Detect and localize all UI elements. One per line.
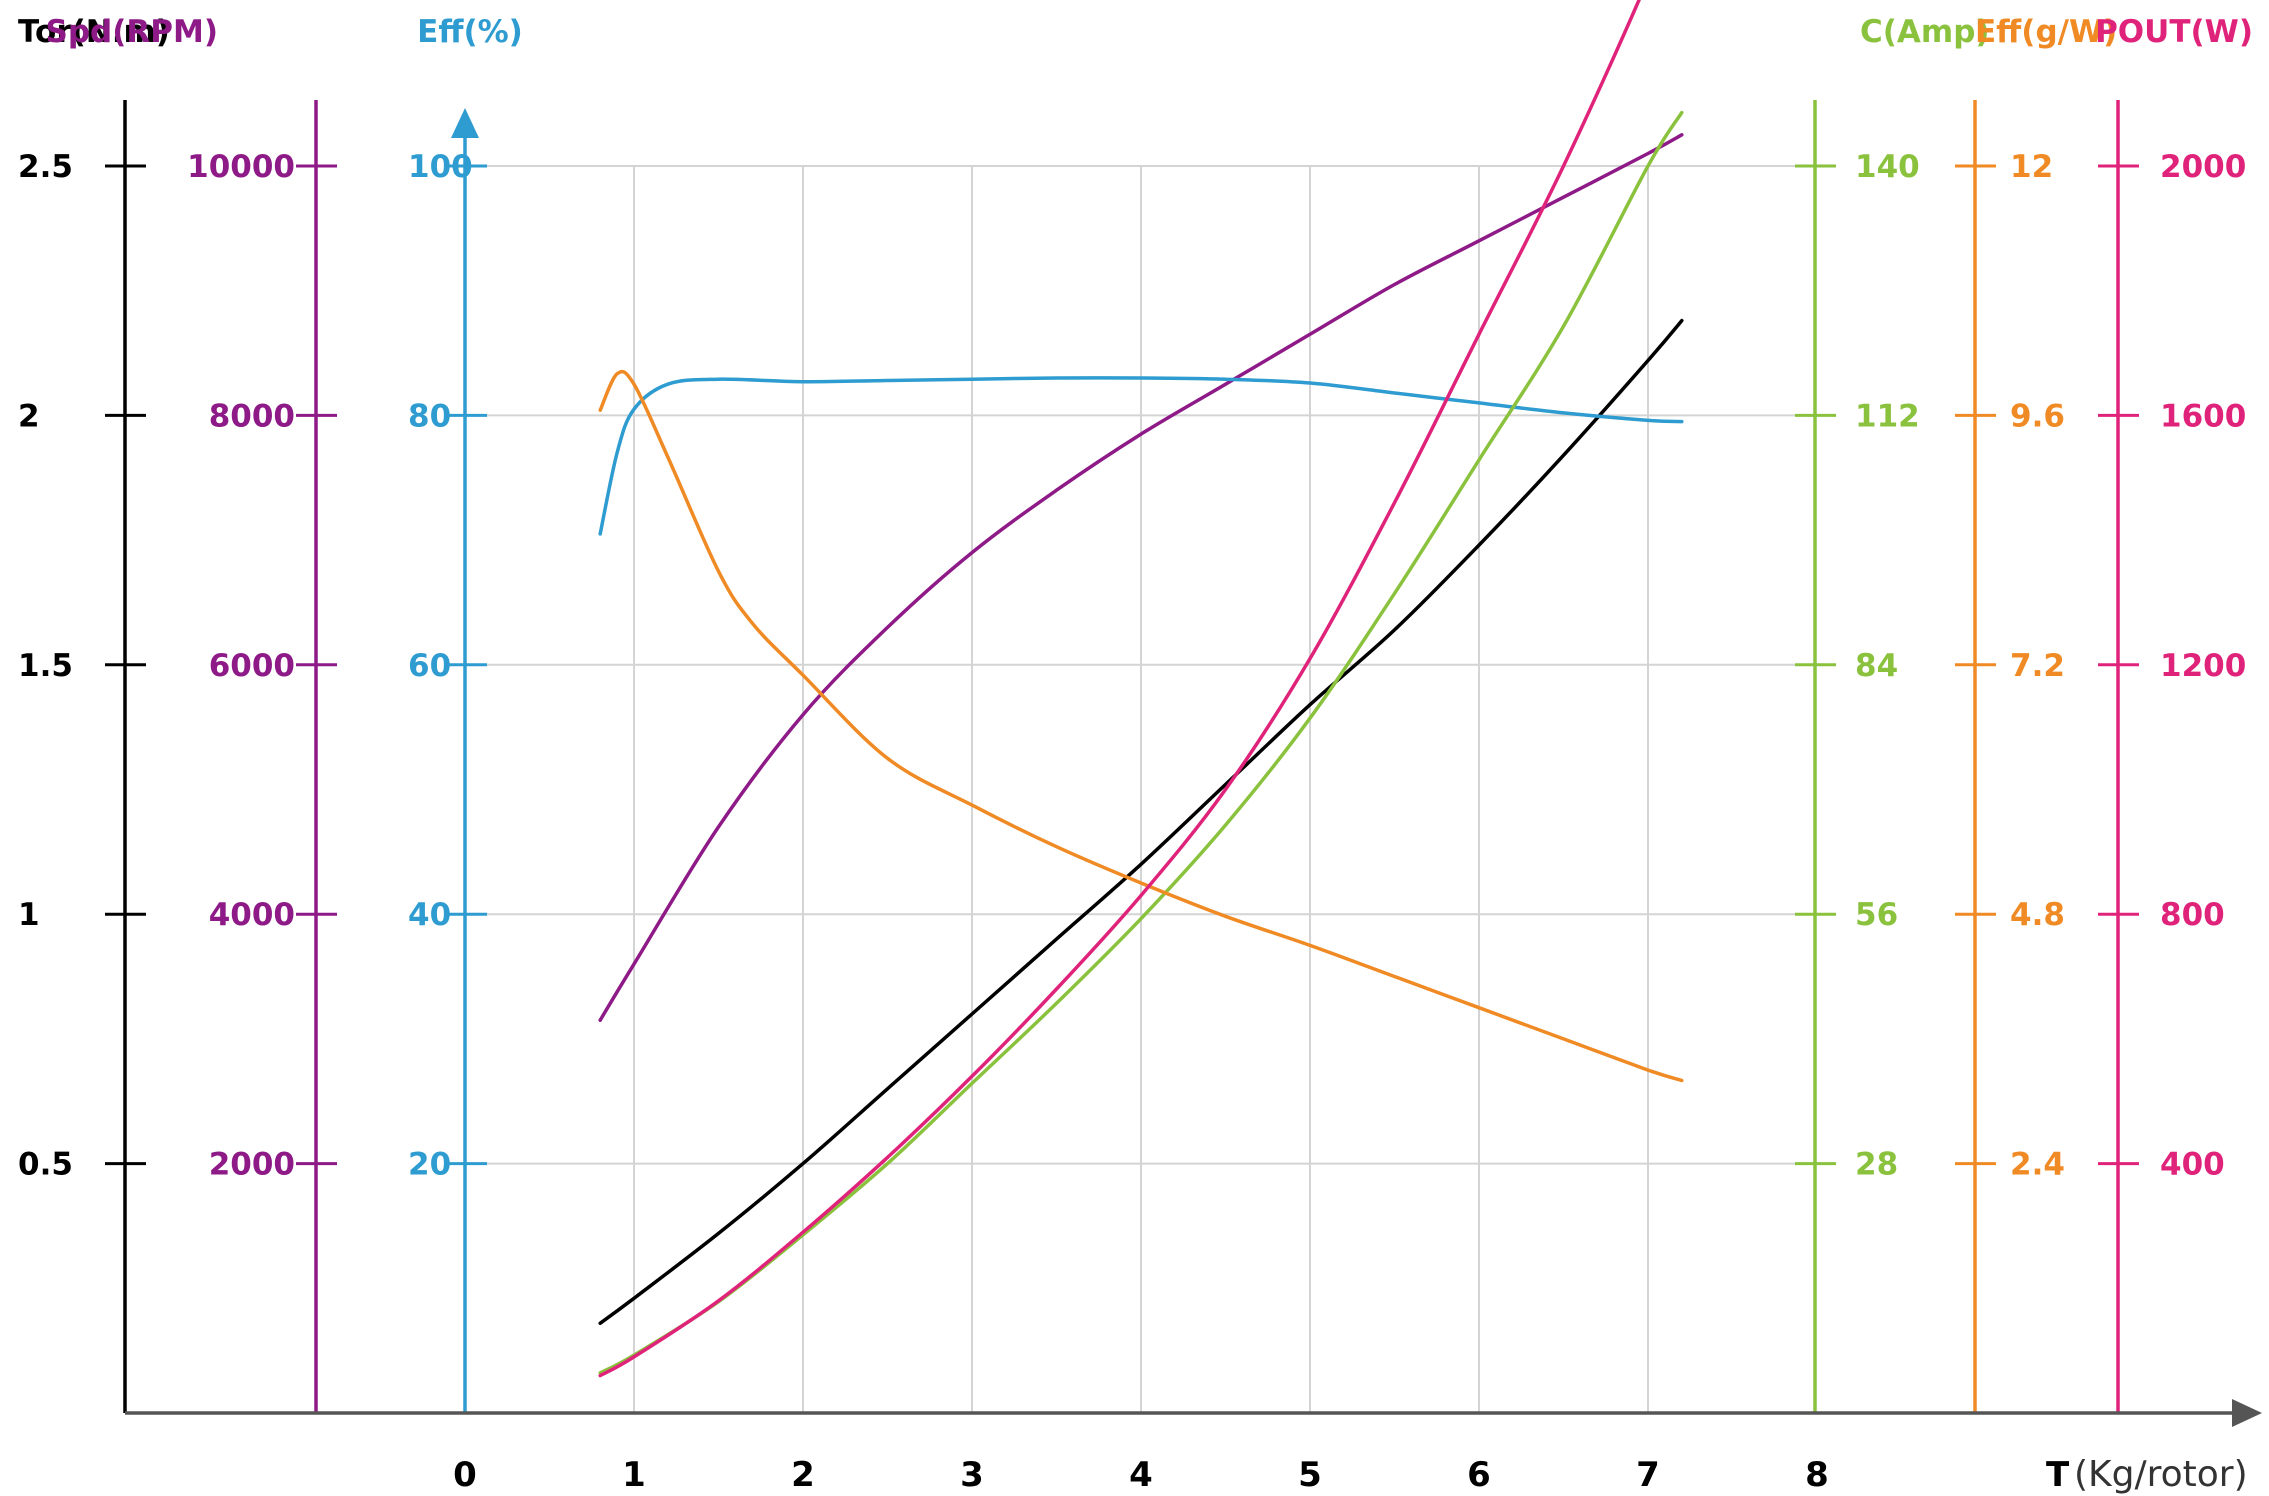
tick-label-spd: 10000 <box>187 149 295 185</box>
series-line-spd <box>598 133 1684 1022</box>
x-tick-label: 8 <box>1805 1455 1829 1495</box>
series-line-tor <box>598 318 1684 1325</box>
axis-title-tor: Tor(N.m) <box>18 14 170 50</box>
tick-label-eff: 100 <box>408 149 473 185</box>
x-axis-label: T <box>2046 1455 2070 1495</box>
axis-pout <box>2098 100 2139 1413</box>
tick-label-spd: 8000 <box>209 398 295 434</box>
tick-label-c: 84 <box>1855 648 1898 684</box>
x-tick-label: 4 <box>1129 1455 1153 1495</box>
tick-label-eff: 80 <box>408 398 451 434</box>
tick-label-c: 112 <box>1855 398 1920 434</box>
tick-label-pout: 2000 <box>2160 149 2246 185</box>
eff-axis-arrowhead <box>451 108 479 138</box>
axis-title-c: C(Amp) <box>1860 14 1990 50</box>
tick-label-tor: 1 <box>18 897 40 933</box>
tick-label-effg: 2.4 <box>2010 1147 2065 1183</box>
grid <box>465 165 1815 1413</box>
axis-title-effg: Eff(g/W) <box>1975 14 2117 50</box>
x-axis-unit: (Kg/rotor) <box>2074 1454 2248 1495</box>
tick-label-tor: 2 <box>18 398 40 434</box>
tick-label-eff: 60 <box>408 648 451 684</box>
x-axis-arrowhead <box>2232 1399 2262 1427</box>
tick-label-tor: 0.5 <box>18 1147 73 1183</box>
tick-label-spd: 4000 <box>209 897 295 933</box>
series-line-effg <box>598 369 1684 1083</box>
series-line-eff <box>598 376 1684 536</box>
tick-label-c: 56 <box>1855 897 1898 933</box>
tick-label-spd: 2000 <box>209 1147 295 1183</box>
tick-label-effg: 9.6 <box>2010 398 2065 434</box>
axis-c <box>1795 100 1836 1413</box>
series-line-pout <box>598 0 1641 1378</box>
x-tick-label: 0 <box>453 1455 477 1495</box>
x-tick-label: 7 <box>1636 1455 1660 1495</box>
tick-label-c: 28 <box>1855 1147 1898 1183</box>
tick-label-c: 140 <box>1855 149 1920 185</box>
tick-label-tor: 2.5 <box>18 149 73 185</box>
tick-label-spd: 6000 <box>209 648 295 684</box>
axis-effg <box>1955 100 1996 1413</box>
tick-label-pout: 1600 <box>2160 398 2246 434</box>
axis-eff <box>444 120 487 1413</box>
x-tick-label: 6 <box>1467 1455 1491 1495</box>
axis-tor <box>105 100 146 1413</box>
tick-label-effg: 7.2 <box>2010 648 2065 684</box>
x-tick-label: 5 <box>1298 1455 1322 1495</box>
tick-label-pout: 800 <box>2160 897 2225 933</box>
tick-label-pout: 400 <box>2160 1147 2225 1183</box>
tick-label-eff: 20 <box>408 1147 451 1183</box>
axis-title-eff: Eff(%) <box>417 14 523 50</box>
tick-label-tor: 1.5 <box>18 648 73 684</box>
axis-title-pout: POUT(W) <box>2095 14 2253 50</box>
axis-spd <box>296 100 337 1413</box>
x-tick-label: 3 <box>960 1455 984 1495</box>
x-tick-label: 2 <box>791 1455 815 1495</box>
axis-title-spd: Spd(RPM) <box>46 14 218 50</box>
tick-label-effg: 12 <box>2010 149 2053 185</box>
tick-label-pout: 1200 <box>2160 648 2246 684</box>
x-tick-label: 1 <box>622 1455 646 1495</box>
tick-label-eff: 40 <box>408 897 451 933</box>
tick-label-effg: 4.8 <box>2010 897 2065 933</box>
